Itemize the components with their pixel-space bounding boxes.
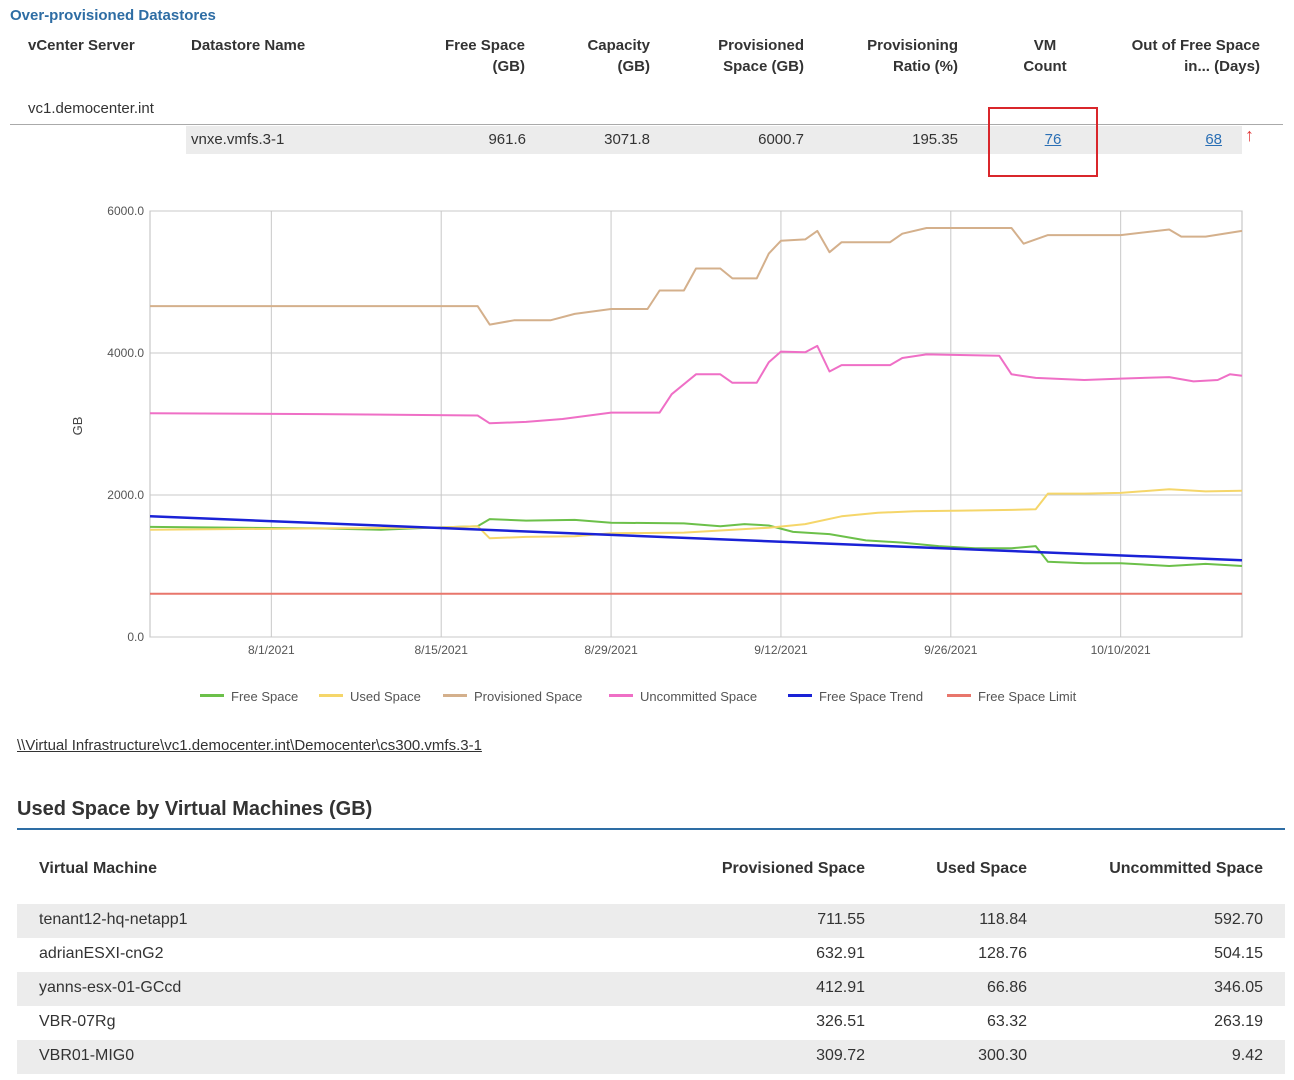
- table-row: yanns-esx-01-GCcd 412.91 66.86 346.05: [17, 972, 1285, 1006]
- ratio-value: 195.35: [912, 131, 958, 148]
- legend-item[interactable]: Uncommitted Space: [609, 689, 757, 704]
- legend-swatch: [319, 694, 343, 698]
- legend-label: Free Space: [231, 689, 299, 704]
- header-out-of-free-space: Out of Free Space in... (Days): [1131, 37, 1260, 75]
- series-line-uncommitted-space: [149, 344, 1243, 425]
- vm-name: yanns-esx-01-GCcd: [39, 979, 182, 996]
- datastore-space-chart: 6000.0 4000.0 2000.0 0.0 8/1/2021 8/15/2021 8/…: [70, 204, 1243, 657]
- plot-area-border: [149, 210, 1243, 638]
- table-row: VBR01-MIG0 309.72 300.30 9.42: [17, 1040, 1285, 1074]
- legend-item[interactable]: Provisioned Space: [443, 689, 582, 704]
- series-line-provisioned-space: [150, 227, 1243, 326]
- datastore-table-header: vCenter Server Datastore Name Free Space…: [0, 35, 1294, 83]
- datastore-path-link[interactable]: \\Virtual Infrastructure\vc1.democenter.…: [17, 737, 482, 754]
- x-tick-label: 9/26/2021: [924, 643, 978, 657]
- legend-item[interactable]: Free Space Trend: [788, 689, 923, 704]
- datastore-name: vnxe.vmfs.3-1: [191, 131, 285, 148]
- header-vcenter: vCenter Server: [28, 37, 135, 54]
- legend-label: Free Space Limit: [978, 689, 1077, 704]
- series-line-free-space-trend: [149, 515, 1243, 562]
- header-provisioned-space: Provisioned Space (GB): [718, 37, 804, 75]
- vm-name: adrianESXI-cnG2: [39, 945, 164, 962]
- series-line-used-space: [149, 488, 1243, 540]
- y-tick-label: 6000.0: [107, 204, 144, 218]
- vm-provisioned: 309.72: [816, 1047, 865, 1064]
- vm-provisioned: 326.51: [816, 1013, 865, 1030]
- highlight-box: [988, 107, 1098, 177]
- vm-provisioned: 711.55: [817, 911, 865, 928]
- legend-label: Provisioned Space: [474, 689, 583, 704]
- vm-used: 118.84: [979, 911, 1027, 928]
- y-tick-label: 0.0: [127, 630, 144, 644]
- vm-used: 63.32: [986, 1013, 1027, 1030]
- days-link[interactable]: 68: [1205, 131, 1222, 148]
- provisioned-value: 6000.7: [758, 131, 804, 148]
- vm-name: VBR01-MIG0: [39, 1047, 135, 1064]
- chart-legend: Free Space Used Space Provisioned Space Unc…: [0, 689, 1294, 709]
- header-vm-count: VM Count: [1023, 37, 1067, 75]
- legend-label: Used Space: [350, 689, 421, 704]
- y-tick-label: 4000.0: [107, 346, 144, 360]
- legend-swatch: [947, 694, 971, 698]
- free-space-value: 961.6: [488, 131, 526, 148]
- series-line-free-space: [149, 518, 1243, 567]
- x-tick-label: 9/12/2021: [754, 643, 808, 657]
- vm-table-header: Virtual Machine Provisioned Space Used S…: [17, 860, 1285, 882]
- table-row: VBR-07Rg 326.51 63.32 263.19: [17, 1006, 1285, 1040]
- legend-label: Uncommitted Space: [640, 689, 758, 704]
- table-row: tenant12-hq-netapp1 711.55 118.84 592.70: [17, 904, 1285, 938]
- vm-used: 300.30: [978, 1047, 1027, 1064]
- chart-series: [149, 227, 1243, 595]
- vm-uncommitted: 504.15: [1214, 945, 1263, 962]
- vm-provisioned: 632.91: [816, 945, 865, 962]
- legend-swatch: [609, 694, 633, 698]
- legend-swatch: [200, 694, 224, 698]
- x-tick-label: 8/1/2021: [248, 643, 295, 657]
- vm-uncommitted: 263.19: [1214, 1013, 1263, 1030]
- vm-name: tenant12-hq-netapp1: [39, 911, 188, 928]
- vm-section-underline: [17, 828, 1285, 830]
- x-tick-label: 8/29/2021: [584, 643, 638, 657]
- chart-axes: 6000.0 4000.0 2000.0 0.0 8/1/2021 8/15/2021 8/…: [107, 204, 1151, 657]
- chart-grid: [149, 210, 1243, 638]
- legend-item[interactable]: Free Space Limit: [947, 689, 1076, 704]
- vm-used: 128.76: [978, 945, 1027, 962]
- vm-used: 66.86: [986, 979, 1027, 996]
- legend-item[interactable]: Used Space: [319, 689, 421, 704]
- vm-provisioned: 412.91: [816, 979, 865, 996]
- header-datastore-name: Datastore Name: [191, 37, 306, 54]
- vcenter-server-name: vc1.democenter.int: [28, 100, 154, 117]
- capacity-value: 3071.8: [604, 131, 650, 148]
- header-uncommitted: Uncommitted Space: [1109, 860, 1263, 877]
- legend-swatch: [443, 694, 467, 698]
- vm-count-link[interactable]: 76: [1044, 131, 1062, 148]
- y-tick-label: 2000.0: [107, 488, 144, 502]
- vm-table: tenant12-hq-netapp1 711.55 118.84 592.70 adr…: [17, 904, 1285, 1074]
- vm-name: VBR-07Rg: [39, 1013, 116, 1030]
- x-tick-label: 10/10/2021: [1091, 643, 1151, 657]
- vm-section-title: Used Space by Virtual Machines (GB): [17, 798, 373, 820]
- y-axis-label: GB: [70, 417, 85, 436]
- section-title: Over-provisioned Datastores: [10, 7, 216, 24]
- legend-item[interactable]: Free Space: [200, 689, 298, 704]
- header-capacity: Capacity (GB): [587, 37, 650, 75]
- header-virtual-machine: Virtual Machine: [39, 860, 157, 877]
- header-used: Used Space: [936, 860, 1027, 877]
- vm-uncommitted: 592.70: [1214, 911, 1263, 928]
- x-tick-label: 8/15/2021: [415, 643, 469, 657]
- header-provisioning-ratio: Provisioning Ratio (%): [867, 37, 958, 75]
- legend-swatch: [788, 694, 812, 698]
- trend-up-arrow-icon: ↑: [1245, 125, 1254, 145]
- vm-uncommitted: 9.42: [1231, 1047, 1263, 1064]
- datastore-row: vnxe.vmfs.3-1 961.6 3071.8 6000.7 195.35…: [186, 126, 1242, 154]
- vm-uncommitted: 346.05: [1214, 979, 1263, 996]
- legend-label: Free Space Trend: [819, 689, 924, 704]
- table-divider: [10, 124, 1283, 125]
- table-row: adrianESXI-cnG2 632.91 128.76 504.15: [17, 938, 1285, 972]
- header-provisioned: Provisioned Space: [721, 860, 865, 877]
- header-free-space: Free Space (GB): [444, 37, 525, 75]
